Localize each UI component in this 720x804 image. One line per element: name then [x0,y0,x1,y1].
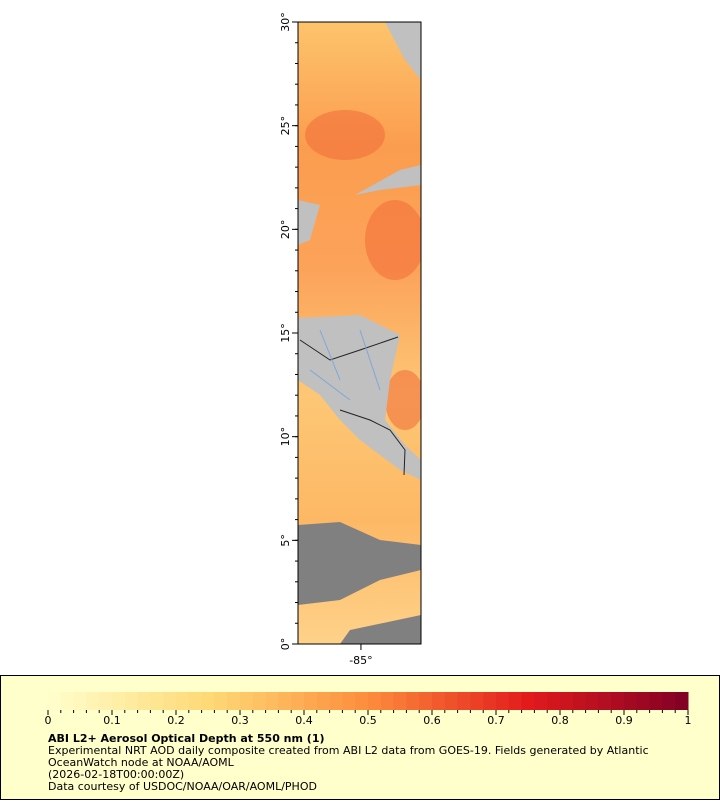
x-tick-label: -85° [349,654,372,667]
y-tick-label: 15° [279,323,292,343]
colorbar-step [150,692,164,710]
legend-line: Data courtesy of USDOC/NOAA/OAR/AOML/PHO… [48,780,317,793]
colorbar-step [483,692,497,710]
colorbar-step [342,692,356,710]
y-tick-label: 5° [279,534,292,547]
colorbar-step [585,692,599,710]
colorbar-step [86,692,100,710]
colorbar-step [496,692,510,710]
colorbar-step [560,692,574,710]
colorbar-step [432,692,446,710]
colorbar-step [137,692,151,710]
colorbar-tick-label: 0.4 [295,714,313,727]
colorbar-step [598,692,612,710]
colorbar-step [611,692,625,710]
colorbar-step [163,692,177,710]
colorbar-tick-label: 1 [685,714,692,727]
y-tick-label: 30° [279,12,292,32]
colorbar-step [265,692,279,710]
colorbar-step [240,692,254,710]
colorbar-step [355,692,369,710]
legend-title: ABI L2+ Aerosol Optical Depth at 550 nm … [48,732,325,745]
colorbar-tick-label: 0.2 [167,714,185,727]
colorbar-step [252,692,267,710]
map-raster [298,22,421,644]
y-tick-label: 10° [279,427,292,447]
colorbar-step [304,692,318,710]
y-tick-label: 25° [279,116,292,135]
colorbar-step [457,692,471,710]
colorbar-tick-label: 0.5 [359,714,377,727]
colorbar-step [547,692,561,710]
colorbar-step [393,692,407,710]
colorbar-step [316,692,331,710]
colorbar-step [572,692,587,710]
colorbar-step [419,692,433,710]
colorbar-tick-label: 0 [45,714,52,727]
colorbar-tick-label: 0.9 [615,714,633,727]
colorbar-step [227,692,241,710]
colorbar-step [380,692,395,710]
colorbar-step [201,692,215,710]
colorbar-tick-label: 0.3 [231,714,249,727]
colorbar-tick-label: 0.8 [551,714,569,727]
colorbar-step [60,692,75,710]
colorbar-step [624,692,638,710]
colorbar-step [636,692,651,710]
legend-line: Experimental NRT AOD daily composite cre… [48,744,649,757]
y-tick-label: 0° [279,638,292,651]
colorbar-step [406,692,420,710]
colorbar-step [124,692,139,710]
colorbar-step [278,692,292,710]
colorbar-step [188,692,203,710]
colorbar-tick-label: 0.1 [103,714,121,727]
colorbar-step [112,692,126,710]
colorbar-step [368,692,382,710]
colorbar-step [470,692,484,710]
colorbar-step [214,692,228,710]
colorbar-tick-label: 0.7 [487,714,505,727]
colorbar-step [534,692,548,710]
legend-line: OceanWatch node at NOAA/AOML [48,756,235,769]
colorbar-step [662,692,676,710]
colorbar-step [291,692,305,710]
y-tick-label: 20° [279,220,292,240]
legend-line: (2026-02-18T00:00:00Z) [48,768,184,781]
colorbar-step [675,692,689,710]
colorbar-tick-label: 0.6 [423,714,441,727]
colorbar-step [649,692,663,710]
colorbar-step [48,692,62,710]
colorbar-step [329,692,343,710]
colorbar-step [508,692,523,710]
colorbar-step [99,692,113,710]
colorbar-step [176,692,190,710]
colorbar-step [521,692,535,710]
colorbar-step [444,692,459,710]
colorbar-step [73,692,87,710]
